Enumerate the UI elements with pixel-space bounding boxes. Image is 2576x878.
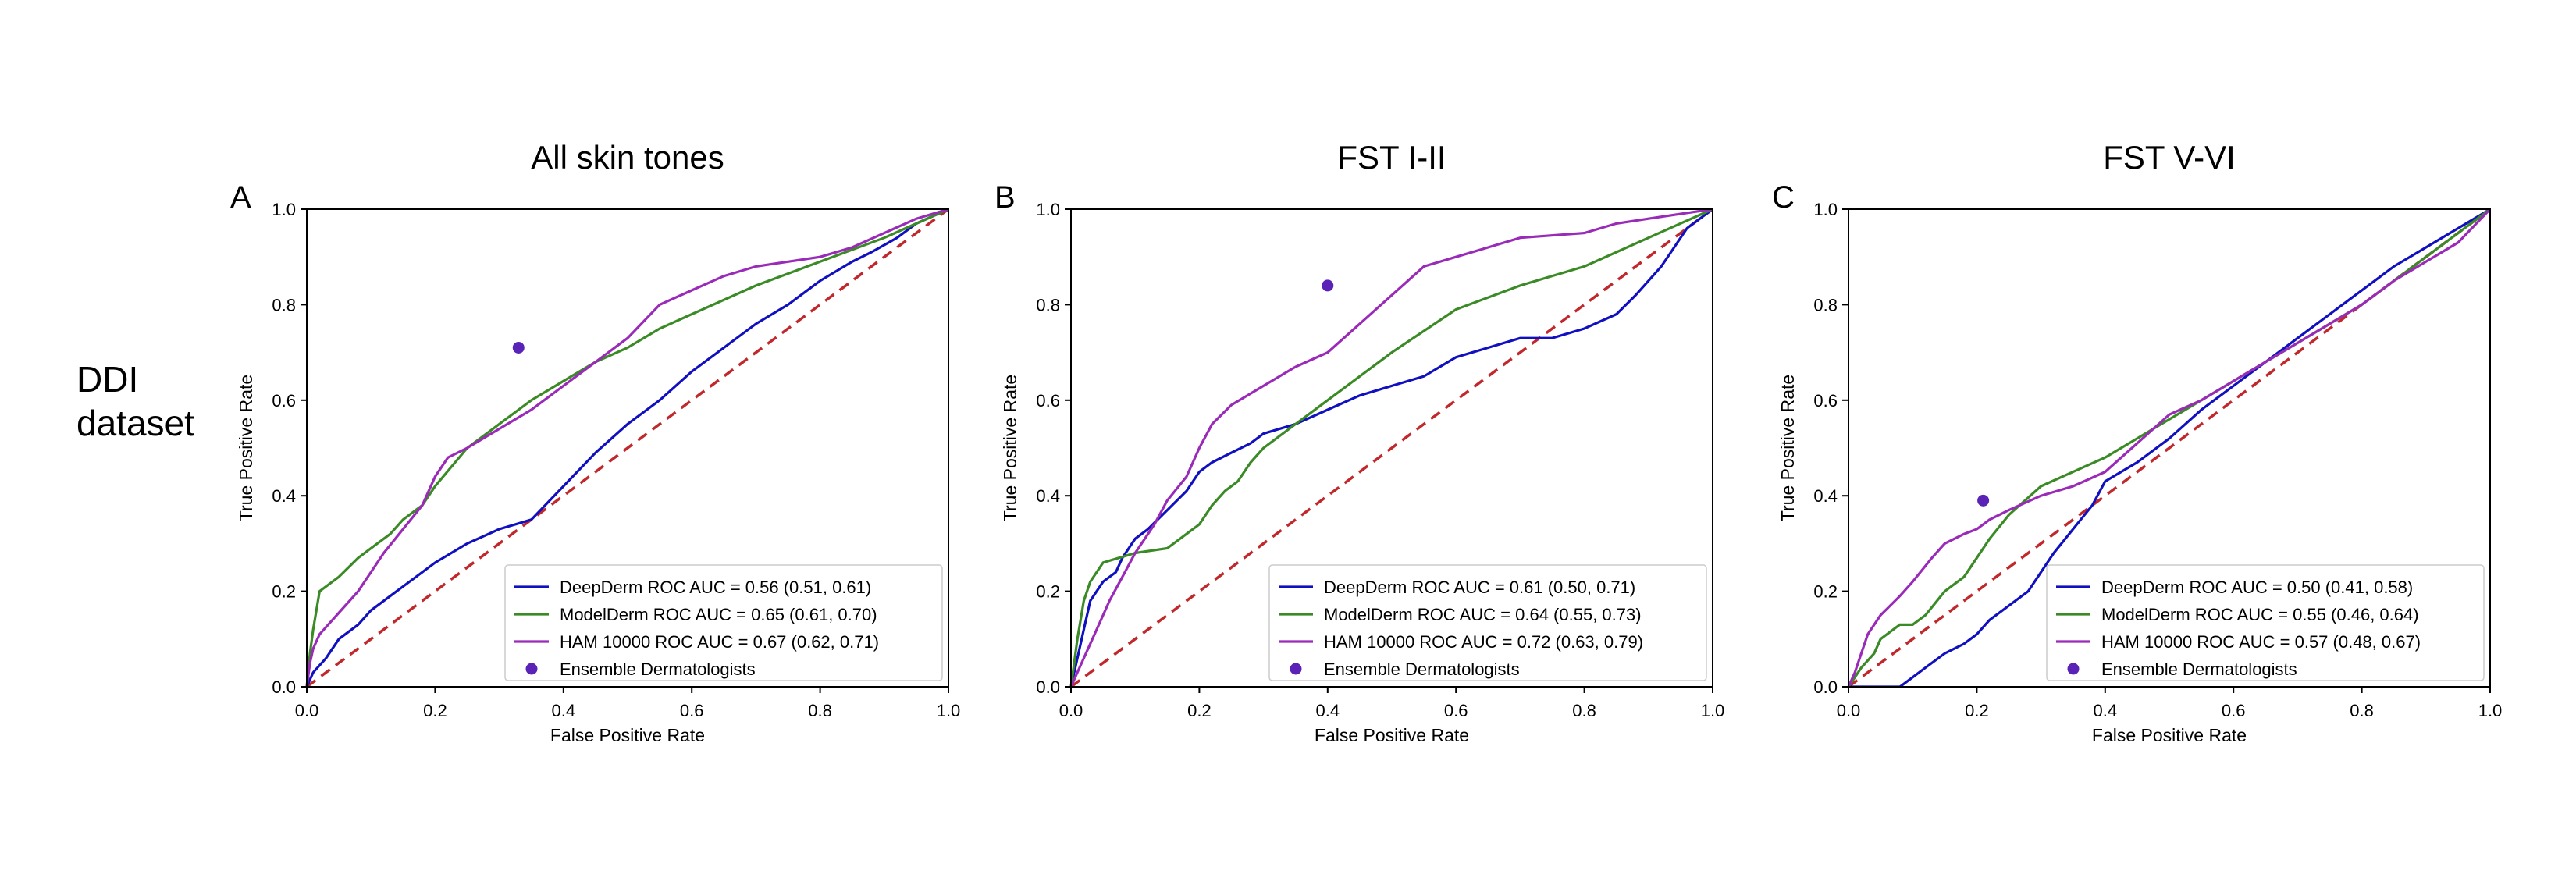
panel-title: FST V-VI [2103,139,2236,176]
legend-label-modelderm: ModelDerm ROC AUC = 0.64 (0.55, 0.73) [1324,605,1642,624]
legend-box [1268,564,1707,681]
chance-diagonal [305,208,950,688]
panel-letter: B [994,180,1016,215]
y-tick-label: 0.0 [1036,677,1060,697]
x-axis-label: False Positive Rate [550,725,705,745]
row-label-line-2: dataset [76,403,194,443]
plot-frame [1848,208,2491,688]
x-tick-label: 0.6 [1444,701,1468,720]
panel-title: All skin tones [531,139,724,176]
ensemble-point [1322,279,1334,292]
x-tick-label: 0.8 [808,701,832,720]
x-tick-label: 0.4 [552,701,576,720]
x-tick-label: 0.8 [1572,701,1596,720]
panel-a: All skin tones A 0.0 0.2 0.4 0.6 0.8 1.0 0.0 0.2 0… [230,139,960,745]
series-deepderm-line [1848,208,2491,688]
y-tick-label: 0.0 [1813,677,1838,697]
y-tick-label: 0.6 [1036,391,1060,411]
plot-frame [1070,208,1713,688]
legend-label-deepderm: DeepDerm ROC AUC = 0.56 (0.51, 0.61) [560,578,871,597]
series-ham-line [1069,208,1713,688]
legend-label-ham: HAM 10000 ROC AUC = 0.72 (0.63, 0.79) [1324,632,1643,652]
y-tick-label: 0.6 [272,391,296,411]
x-tick-label: 0.0 [1837,701,1861,720]
x-tick-label: 0.2 [1965,701,1989,720]
series-deepderm-line [305,208,949,688]
legend-box [504,564,943,681]
x-tick-label: 0.2 [1187,701,1212,720]
y-tick-label: 0.0 [272,677,296,697]
panel-letter: C [1772,180,1795,215]
row-label-line-1: DDI [76,359,139,400]
y-tick-label: 0.8 [1036,295,1060,315]
legend-label-ensemble: Ensemble Dermatologists [2101,659,2297,679]
legend-swatch-ensemble [1290,663,1302,675]
legend-label-ensemble: Ensemble Dermatologists [560,659,756,679]
x-axis-label: False Positive Rate [1315,725,1469,745]
legend: DeepDerm ROC AUC = 0.61 (0.50, 0.71) Mode… [1268,564,1707,681]
legend-label-ensemble: Ensemble Dermatologists [1324,659,1520,679]
series-ham-line [1847,208,2492,688]
y-tick-label: 1.0 [1036,200,1060,219]
panel-title: FST I-II [1337,139,1446,176]
x-tick-label: 0.8 [2350,701,2374,720]
x-tick-label: 0.6 [2222,701,2246,720]
legend-label-modelderm: ModelDerm ROC AUC = 0.65 (0.61, 0.70) [560,605,877,624]
panel-c: FST V-VI C 0.0 0.2 0.4 0.6 0.8 1.0 0.0 0.2 0.4 0.6 0… [1772,139,2502,745]
x-tick-label: 1.0 [937,701,961,720]
series-ham-line [305,208,949,688]
series-modelderm-line [1069,208,1713,688]
y-tick-label: 1.0 [1813,200,1838,219]
x-tick-label: 0.4 [2094,701,2118,720]
y-tick-label: 0.4 [272,486,296,506]
x-tick-label: 0.2 [423,701,447,720]
legend-swatch-ensemble [2067,663,2080,675]
legend: DeepDerm ROC AUC = 0.56 (0.51, 0.61) Mode… [504,564,943,681]
y-tick-label: 1.0 [272,200,296,219]
y-tick-label: 0.2 [272,582,296,602]
legend-label-deepderm: DeepDerm ROC AUC = 0.50 (0.41, 0.58) [2101,578,2413,597]
ensemble-point [1977,494,1990,507]
panel-letter: A [230,180,251,215]
x-tick-label: 1.0 [2478,701,2503,720]
legend-label-deepderm: DeepDerm ROC AUC = 0.61 (0.50, 0.71) [1324,578,1635,597]
x-tick-label: 1.0 [1701,701,1725,720]
x-tick-label: 0.0 [295,701,319,720]
y-tick-label: 0.4 [1813,486,1838,506]
y-tick-label: 0.2 [1813,582,1838,602]
legend-swatch-ensemble [525,663,538,675]
y-axis-label: True Positive Rate [1000,375,1020,521]
y-tick-label: 0.8 [1813,295,1838,315]
legend-label-ham: HAM 10000 ROC AUC = 0.57 (0.48, 0.67) [2101,632,2421,652]
legend-label-ham: HAM 10000 ROC AUC = 0.67 (0.62, 0.71) [560,632,879,652]
y-axis-label: True Positive Rate [1777,375,1798,521]
panel-b: FST I-II B 0.0 0.2 0.4 0.6 0.8 1.0 0.0 0.2 0.4 0.6 0… [994,139,1724,745]
legend-label-modelderm: ModelDerm ROC AUC = 0.55 (0.46, 0.64) [2101,605,2419,624]
x-tick-label: 0.0 [1059,701,1083,720]
ensemble-point [512,341,525,354]
legend: DeepDerm ROC AUC = 0.50 (0.41, 0.58) Mode… [2046,564,2485,681]
y-axis-label: True Positive Rate [236,375,256,521]
x-tick-label: 0.6 [680,701,704,720]
x-tick-label: 0.4 [1316,701,1340,720]
y-tick-label: 0.2 [1036,582,1060,602]
chance-diagonal [1069,208,1714,688]
y-tick-label: 0.4 [1036,486,1060,506]
y-tick-label: 0.6 [1813,391,1838,411]
legend-box [2046,564,2485,681]
row-label: DDI dataset [76,357,194,445]
plot-frame [306,208,949,688]
y-tick-label: 0.8 [272,295,296,315]
x-axis-label: False Positive Rate [2092,725,2247,745]
